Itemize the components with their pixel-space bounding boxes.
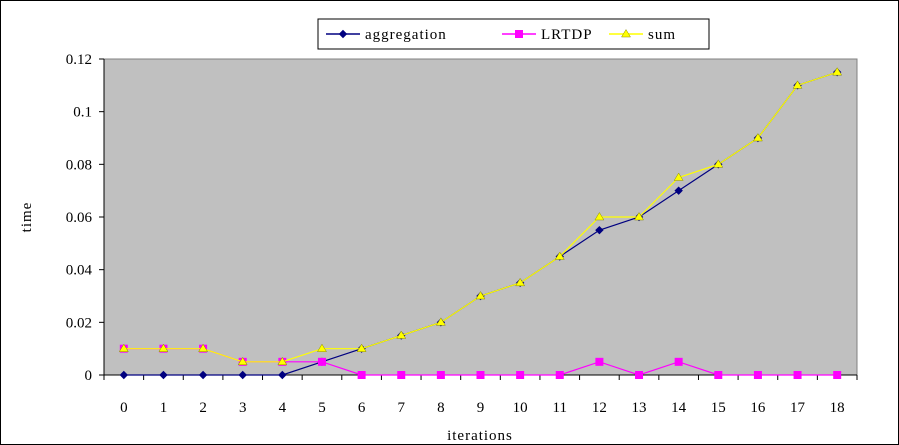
- sum-point: [356, 343, 367, 352]
- x-tick-label: 5: [318, 400, 326, 416]
- aggregation-point: [238, 370, 247, 380]
- lrtdp-point: [714, 371, 723, 379]
- sum-point: [475, 291, 486, 300]
- y-axis-title: time: [19, 202, 35, 233]
- x-tick-label: 17: [790, 400, 806, 416]
- plot-area: [103, 58, 858, 376]
- legend-point: [621, 29, 631, 38]
- lrtdp-point: [317, 357, 326, 366]
- lrtdp-point: [516, 371, 525, 379]
- aggregation-point: [159, 370, 168, 380]
- legend-label: LRTDP: [541, 27, 593, 43]
- lrtdp-point: [476, 371, 485, 379]
- x-tick-label: 3: [239, 400, 247, 416]
- aggregation-point: [278, 370, 287, 380]
- sum-point: [792, 80, 803, 89]
- x-tick-label: 15: [711, 400, 726, 416]
- x-tick-label: 2: [199, 400, 207, 416]
- x-tick-label: 11: [553, 400, 567, 416]
- x-axis: 0 1 2 3 4 5 6 7 8 9 10 11 12 13 14 15 16 17 18: [103, 374, 858, 416]
- x-tick-label: 4: [279, 400, 287, 416]
- legend-label: sum: [648, 27, 676, 43]
- x-tick-label: 8: [437, 400, 445, 416]
- lrtdp-point: [397, 371, 406, 379]
- sum-point: [634, 212, 644, 221]
- sum-point: [752, 133, 763, 142]
- lrtdp-point: [595, 357, 604, 366]
- lrtdp-point: [635, 371, 644, 379]
- series-layer: [118, 67, 843, 380]
- legend-item: LRTDP: [502, 27, 593, 43]
- aggregation-point: [674, 186, 683, 195]
- legend-item: aggregation: [326, 27, 447, 43]
- legend-point: [515, 30, 523, 38]
- sum-point: [237, 356, 248, 366]
- lrtdp-point: [674, 357, 683, 366]
- y-tick-label: 0.06: [66, 210, 93, 226]
- legend-point: [338, 29, 348, 39]
- x-tick-label: 13: [632, 400, 647, 416]
- sum-point: [594, 212, 605, 221]
- x-tick-label: 14: [671, 400, 687, 416]
- lrtdp-point: [833, 371, 842, 379]
- sum-point: [277, 356, 288, 366]
- x-tick-label: 1: [160, 400, 168, 416]
- x-tick-label: 18: [830, 400, 845, 416]
- sum-point: [198, 343, 209, 352]
- x-tick-label: 0: [120, 400, 128, 416]
- lrtdp-point: [793, 371, 802, 379]
- sum-point: [317, 343, 327, 352]
- x-axis-title: iterations: [447, 428, 513, 444]
- x-tick-label: 9: [477, 400, 485, 416]
- y-tick-label: 0.02: [66, 315, 92, 331]
- y-tick-label: 0.1: [73, 105, 92, 121]
- sum-point: [713, 159, 724, 168]
- legend-label: aggregation: [365, 27, 447, 43]
- sum-point: [832, 67, 843, 76]
- sum-point: [554, 251, 565, 260]
- sum-point: [515, 277, 526, 287]
- x-tick-label: 6: [358, 400, 366, 416]
- sum-point: [118, 343, 129, 352]
- sum-point: [435, 317, 446, 326]
- y-tick-label: 0.12: [66, 52, 92, 68]
- legend-item: sum: [609, 27, 676, 43]
- aggregation-point: [119, 370, 129, 380]
- aggregation-point: [595, 225, 604, 235]
- y-axis: 0 0.02 0.04 0.06 0.08 0.1 0.12: [66, 52, 105, 384]
- x-tick-label: 7: [397, 400, 405, 416]
- lrtdp-point: [555, 371, 564, 379]
- x-tick-label: 12: [592, 400, 607, 416]
- y-tick-label: 0.04: [66, 263, 93, 279]
- aggregation-point: [198, 370, 208, 380]
- y-tick-label: 0.08: [66, 157, 92, 173]
- x-tick-label: 10: [513, 400, 528, 416]
- lrtdp-point: [436, 371, 445, 379]
- x-tick-label: 16: [750, 400, 766, 416]
- sum-point: [673, 172, 684, 181]
- y-tick-label: 0: [85, 368, 93, 384]
- lrtdp-point: [753, 371, 762, 379]
- sum-point: [158, 343, 169, 352]
- lrtdp-point: [357, 371, 366, 379]
- sum-point: [396, 330, 407, 339]
- series-sum: [118, 67, 843, 366]
- legend: aggregation LRTDP sum: [317, 18, 710, 50]
